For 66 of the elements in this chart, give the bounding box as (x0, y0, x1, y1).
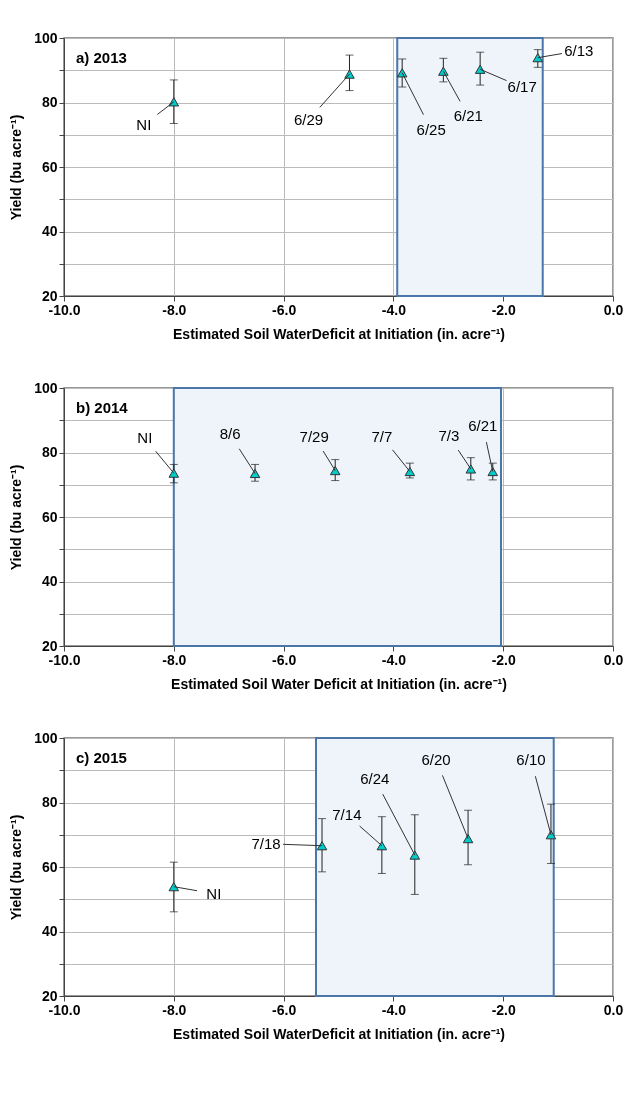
x-tick-label: -6.0 (272, 301, 297, 318)
y-axis-title: Yield (bu acre⁻¹) (8, 814, 25, 921)
annotation: NI (206, 884, 222, 902)
y-tick-label: 20 (41, 287, 58, 304)
y-tick-label: 80 (41, 794, 58, 810)
annotation: NI (136, 115, 152, 133)
x-tick-label: -8.0 (162, 651, 187, 668)
point (316, 841, 328, 851)
x-tick-label: -4.0 (381, 1001, 407, 1018)
y-tick-label: 100 (34, 29, 58, 46)
x-tick-label: 0.0 (603, 301, 624, 318)
x-tick-label: -10.0 (48, 1001, 81, 1018)
annotation: 7/14 (332, 805, 362, 823)
x-tick-label: -4.0 (381, 301, 407, 318)
y-axis-title: Yield (bu acre⁻¹) (8, 114, 25, 221)
x-tick-label: -10.0 (48, 651, 81, 668)
annotation: 7/29 (299, 427, 329, 445)
x-axis-title: Estimated Soil WaterDeficit at Initiation (in. acre⁻¹) (173, 325, 505, 342)
text: b) 2014 (76, 399, 129, 416)
x-tick-label: -2.0 (491, 301, 516, 318)
y-tick-label: 100 (34, 379, 58, 396)
x-tick-label: -8.0 (162, 1001, 187, 1018)
y-tick-label: 80 (41, 94, 58, 110)
text: a) 2013 (76, 49, 127, 66)
x-tick-label: -2.0 (491, 651, 516, 668)
x-tick-label: 0.0 (603, 651, 624, 668)
annotation: 6/21 (468, 416, 498, 434)
text: c) 2015 (76, 749, 127, 766)
x-axis-title: Estimated Soil Water Deficit at Initiation (in. acre⁻¹) (171, 675, 507, 692)
y-tick-label: 80 (41, 444, 58, 460)
annotation: 7/18 (251, 834, 281, 852)
x-axis-title: Estimated Soil WaterDeficit at Initiation (in. acre⁻¹) (173, 1025, 505, 1042)
y-tick-label: 20 (41, 637, 58, 654)
point (532, 53, 544, 63)
y-tick-label: 60 (41, 858, 58, 875)
x-tick-label: -6.0 (272, 1001, 297, 1018)
point (474, 64, 486, 74)
annotation: 6/17 (507, 78, 537, 96)
annotation: 6/10 (516, 750, 546, 768)
y-tick-label: 60 (41, 158, 58, 175)
y-tick-label: 60 (41, 508, 58, 525)
x-tick-label: -8.0 (162, 301, 187, 318)
annotation: 8/6 (219, 425, 241, 443)
y-tick-label: 100 (34, 729, 58, 746)
annotation: 6/24 (360, 770, 390, 788)
y-tick-label: 40 (41, 223, 58, 239)
annotation: NI (137, 429, 153, 447)
y-tick-label: 40 (41, 573, 58, 589)
annotation: 6/25 (416, 120, 446, 138)
point (376, 841, 388, 851)
annotation: 7/7 (371, 427, 393, 445)
annotation: 6/20 (421, 750, 451, 768)
point (462, 834, 474, 844)
x-tick-label: -2.0 (491, 1001, 516, 1018)
y-axis-title: Yield (bu acre⁻¹) (8, 464, 25, 571)
annotation: 6/29 (293, 111, 324, 129)
x-tick-label: -6.0 (272, 651, 297, 668)
y-tick-label: 40 (41, 923, 58, 939)
annotation: 7/3 (438, 426, 460, 444)
annotation: 6/13 (564, 41, 594, 59)
y-tick-label: 20 (41, 987, 58, 1004)
x-tick-label: -4.0 (381, 651, 407, 668)
x-tick-label: -10.0 (48, 301, 81, 318)
annotation: 6/21 (453, 107, 483, 125)
point (409, 850, 421, 860)
x-tick-label: 0.0 (603, 1001, 624, 1018)
